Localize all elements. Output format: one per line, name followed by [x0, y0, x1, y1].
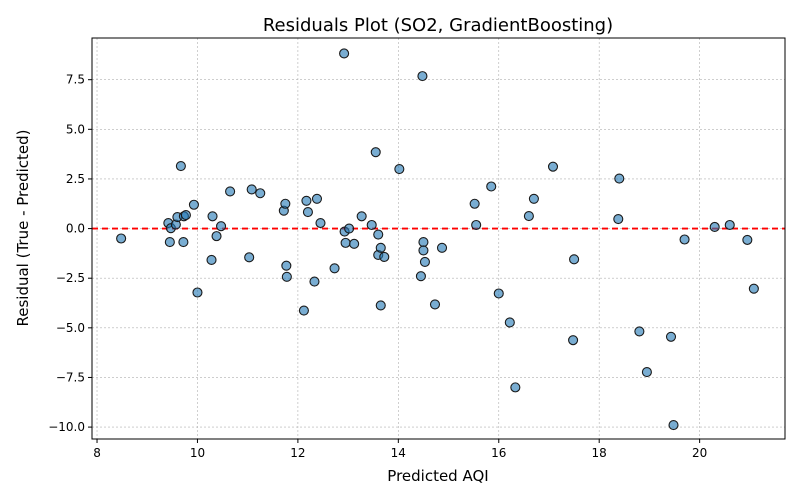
scatter-point [679, 234, 690, 245]
scatter-point [164, 237, 175, 248]
scatter-point [742, 234, 753, 245]
chart-title: Residuals Plot (SO2, GradientBoosting) [263, 15, 613, 36]
scatter-point [207, 211, 218, 222]
scatter-point [394, 163, 405, 175]
scatter-point [116, 233, 127, 244]
scatter-point [375, 300, 386, 311]
scatter-point [429, 299, 441, 310]
y-tick-label: −2.5 [56, 271, 85, 285]
scatter-point [436, 242, 448, 253]
scatter-point [504, 317, 515, 328]
x-tick-label: 10 [190, 446, 205, 460]
scatter-point [418, 237, 429, 248]
scatter-point [244, 252, 255, 263]
scatter-point [417, 71, 428, 82]
scatter-point [547, 161, 559, 172]
scatter-point [415, 271, 426, 282]
scatter-point [344, 223, 355, 234]
scatter-point [748, 283, 759, 294]
scatter-point [366, 219, 377, 231]
x-tick-label: 16 [491, 446, 506, 460]
scatter-point [180, 210, 191, 221]
scatter-point [418, 245, 429, 256]
x-tick-label: 12 [290, 446, 305, 460]
y-tick-label: −5.0 [56, 321, 85, 335]
scatter-point [614, 173, 625, 184]
scatter-point [301, 195, 312, 206]
x-axis-label: Predicted AQI [387, 467, 488, 485]
scatter-point [419, 256, 430, 267]
y-tick-label: 7.5 [66, 73, 85, 87]
scatter-point [298, 305, 309, 316]
scatter-point [471, 219, 482, 231]
scatter-point [709, 221, 720, 233]
scatter-point [375, 242, 386, 253]
scatter-point [225, 186, 236, 197]
scatter-point [329, 263, 340, 274]
scatter-point [510, 382, 521, 393]
scatter-point [613, 213, 624, 225]
scatter-point [281, 271, 292, 282]
scatter-point [178, 237, 189, 248]
scatter-point [486, 181, 497, 192]
scatter-point [349, 238, 360, 249]
scatter-point [175, 160, 186, 172]
scatter-point [216, 221, 227, 232]
x-axis-ticks: 8 10 12 14 16 18 20 [93, 439, 707, 460]
scatter-point [311, 193, 323, 204]
x-tick-label: 18 [592, 446, 607, 460]
y-tick-label: 2.5 [66, 172, 85, 186]
y-tick-label: −7.5 [56, 370, 85, 384]
y-tick-label: 0.0 [66, 222, 85, 236]
scatter-point [668, 420, 679, 431]
scatter-point [315, 217, 326, 229]
scatter-point [280, 198, 291, 209]
scatter-point [373, 229, 384, 240]
y-axis-label: Residual (True - Predicted) [14, 129, 32, 326]
scatter-point [528, 193, 539, 204]
x-tick-label: 20 [692, 446, 707, 460]
x-tick-label: 14 [391, 446, 406, 460]
scatter-point [192, 287, 203, 298]
scatter-point [281, 260, 292, 271]
data-points [116, 48, 759, 431]
scatter-point [255, 188, 266, 199]
scatter-point [724, 219, 735, 231]
scatter-point [370, 147, 381, 158]
scatter-point [665, 331, 677, 342]
scatter-point [309, 276, 320, 287]
scatter-point [246, 184, 257, 195]
x-tick-label: 8 [93, 446, 101, 460]
scatter-point [339, 48, 350, 59]
scatter-point [641, 367, 652, 378]
scatter-point [340, 237, 351, 248]
scatter-point [206, 254, 217, 265]
plot-area-frame [91, 37, 786, 440]
scatter-point [569, 254, 580, 265]
y-tick-label: 5.0 [66, 122, 85, 136]
scatter-point [634, 326, 645, 337]
y-axis-ticks: −10.0 −7.5 −5.0 −2.5 0.0 2.5 5.0 7.5 [48, 73, 92, 434]
scatter-point [523, 211, 534, 222]
scatter-point [379, 251, 390, 263]
scatter-point [469, 198, 480, 209]
y-tick-label: −10.0 [48, 420, 85, 434]
scatter-point [188, 199, 199, 210]
scatter-point [493, 288, 504, 299]
scatter-point [211, 231, 222, 242]
scatter-point [302, 207, 313, 218]
scatter-point [568, 335, 579, 346]
scatter-point [356, 211, 367, 222]
